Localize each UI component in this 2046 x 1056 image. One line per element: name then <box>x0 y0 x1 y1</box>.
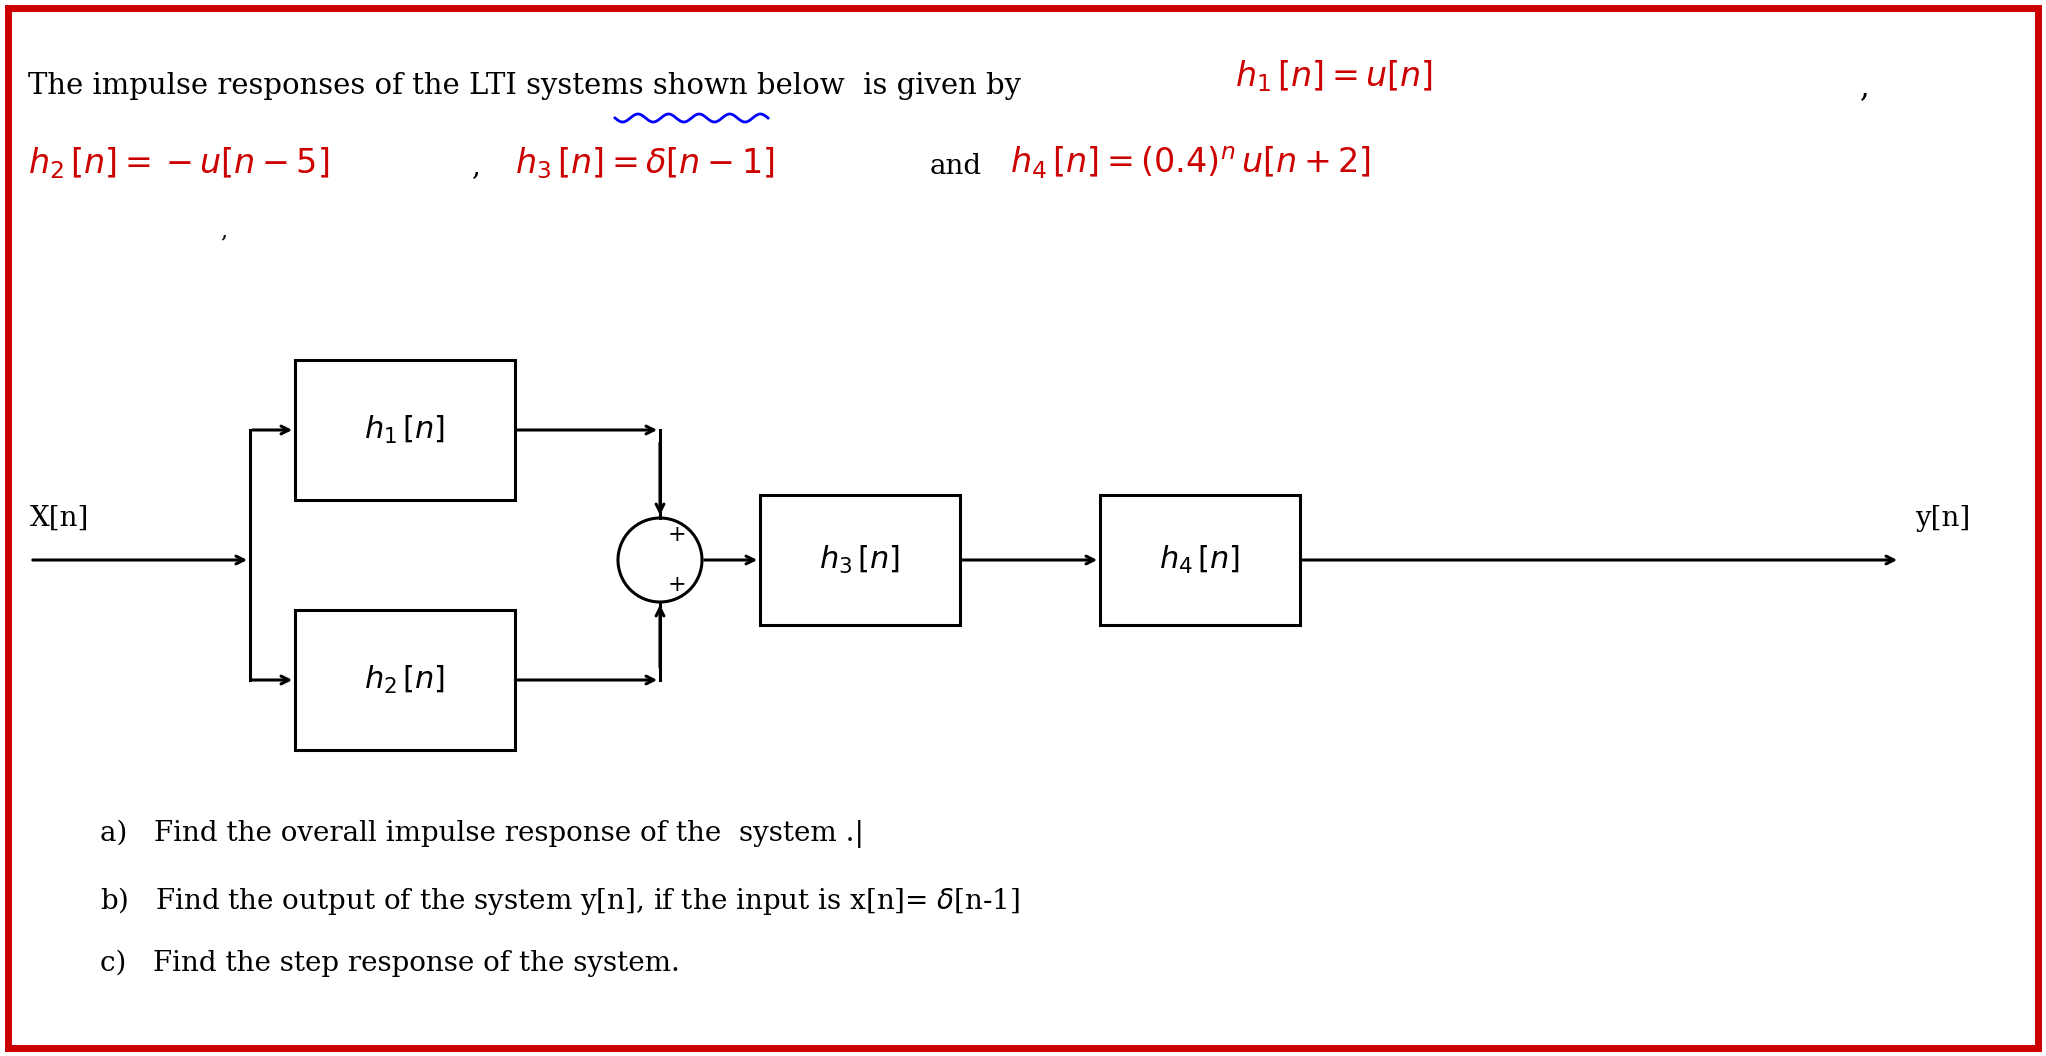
Text: c)   Find the step response of the system.: c) Find the step response of the system. <box>100 950 679 978</box>
Bar <box>295 610 516 750</box>
Text: $h_3\,[n]$: $h_3\,[n]$ <box>818 544 900 577</box>
Text: $h_1\,[n]$: $h_1\,[n]$ <box>364 414 446 446</box>
Text: $h_2\,[n] = -u[n-5]$: $h_2\,[n] = -u[n-5]$ <box>29 145 329 181</box>
Text: $h_4\,[n] = (0.4)^n\,u[n+2]$: $h_4\,[n] = (0.4)^n\,u[n+2]$ <box>1011 145 1371 182</box>
Text: b)   Find the output of the system y[n], if the input is x[n]= $\delta$[n-1]: b) Find the output of the system y[n], i… <box>100 885 1021 917</box>
Bar <box>295 360 516 499</box>
Text: $h_1\,[n] = u[n]$: $h_1\,[n] = u[n]$ <box>1236 58 1432 94</box>
Text: The impulse responses of the LTI systems shown below  is given by: The impulse responses of the LTI systems… <box>29 72 1021 100</box>
Text: $h_2\,[n]$: $h_2\,[n]$ <box>364 664 446 696</box>
Text: $h_4\,[n]$: $h_4\,[n]$ <box>1160 544 1240 577</box>
Bar <box>759 495 960 625</box>
Text: a)   Find the overall impulse response of the  system .|: a) Find the overall impulse response of … <box>100 821 863 848</box>
Text: y[n]: y[n] <box>1915 505 1970 532</box>
Text: ,: , <box>221 220 227 242</box>
Text: +: + <box>667 524 687 546</box>
Text: X[n]: X[n] <box>31 505 90 532</box>
Text: and: and <box>931 153 982 180</box>
Bar <box>1101 495 1299 625</box>
Text: ,: , <box>1860 72 1870 103</box>
Text: ,: , <box>473 153 481 180</box>
Text: +: + <box>667 574 687 596</box>
Text: $h_3\,[n] = \delta[n-1]$: $h_3\,[n] = \delta[n-1]$ <box>516 145 775 181</box>
